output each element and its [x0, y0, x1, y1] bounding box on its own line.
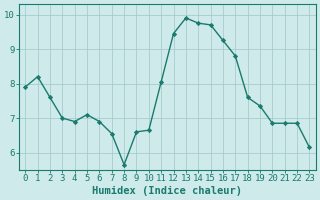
X-axis label: Humidex (Indice chaleur): Humidex (Indice chaleur) — [92, 186, 242, 196]
